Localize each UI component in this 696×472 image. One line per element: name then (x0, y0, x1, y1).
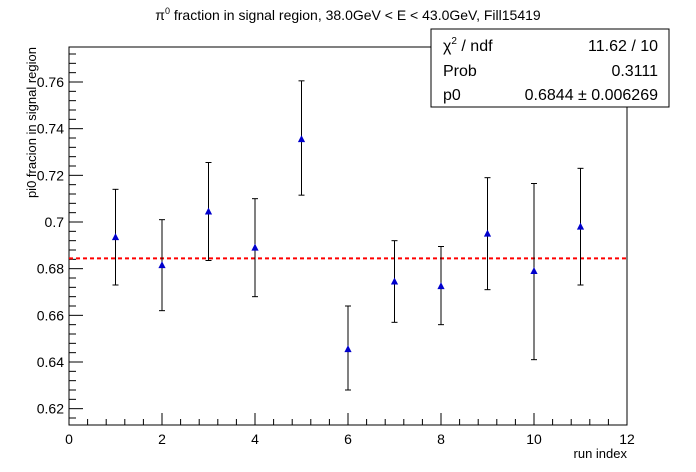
stats-p0-label: p0 (443, 87, 461, 104)
y-tick-label: 0.62 (37, 401, 64, 417)
stats-chi2-sup: 2 (451, 36, 457, 47)
stats-chi2-rest: / ndf (457, 38, 493, 55)
stats-chi2-main: χ (443, 38, 452, 55)
stats-prob-label: Prob (443, 63, 477, 80)
data-point (111, 233, 120, 241)
data-points-layer (111, 80, 585, 391)
stats-box-frame (430, 28, 670, 108)
data-point (576, 222, 585, 230)
y-tick-label: 0.7 (45, 214, 65, 230)
y-tick-label: 0.64 (37, 354, 64, 370)
y-tick-label: 0.76 (37, 74, 64, 90)
data-point (530, 267, 538, 274)
y-axis-title: pi0 fracion in signal region (24, 47, 39, 198)
y-tick-label: 0.66 (37, 307, 64, 323)
x-tick-label: 2 (158, 431, 166, 447)
data-point (158, 261, 166, 269)
stats-chi2-value: 11.62 / 10 (588, 38, 658, 55)
x-tick-label: 6 (344, 431, 352, 447)
axes: 0 2 4 6 8 10 12 0.62 0.64 0.66 0.68 0.7 0.72 0.74 0.76 (37, 53, 635, 447)
data-point (204, 207, 213, 215)
stats-box: χ2 / ndf 11.62 / 10 Prob 0.3111 p0 0.684… (430, 28, 670, 108)
chart-title-rest: fraction in signal region, 38.0GeV < E <… (170, 7, 541, 23)
data-point (437, 282, 445, 290)
chart-title-sup: 0 (165, 6, 170, 16)
stats-chi2-label: χ2 / ndf (443, 36, 493, 55)
x-tick-label: 12 (619, 431, 635, 447)
data-point (390, 277, 399, 285)
y-tick-label: 0.68 (37, 261, 64, 277)
chart-title: π0 fraction in signal region, 38.0GeV < … (155, 6, 541, 23)
chart-title-prefix: π (155, 7, 165, 23)
x-tick-label: 0 (65, 431, 73, 447)
stats-p0-value: 0.6844 ± 0.006269 (525, 87, 658, 104)
x-tick-label: 10 (526, 431, 542, 447)
x-axis-title: run index (574, 446, 628, 461)
y-tick-label: 0.74 (37, 121, 64, 137)
data-point (297, 135, 306, 143)
y-tick-label: 0.72 (37, 167, 64, 183)
data-point (483, 229, 492, 237)
x-tick-label: 8 (437, 431, 445, 447)
stats-prob-value: 0.3111 (611, 63, 658, 80)
data-point (251, 243, 259, 251)
x-tick-label: 4 (251, 431, 259, 447)
data-point (344, 345, 352, 353)
